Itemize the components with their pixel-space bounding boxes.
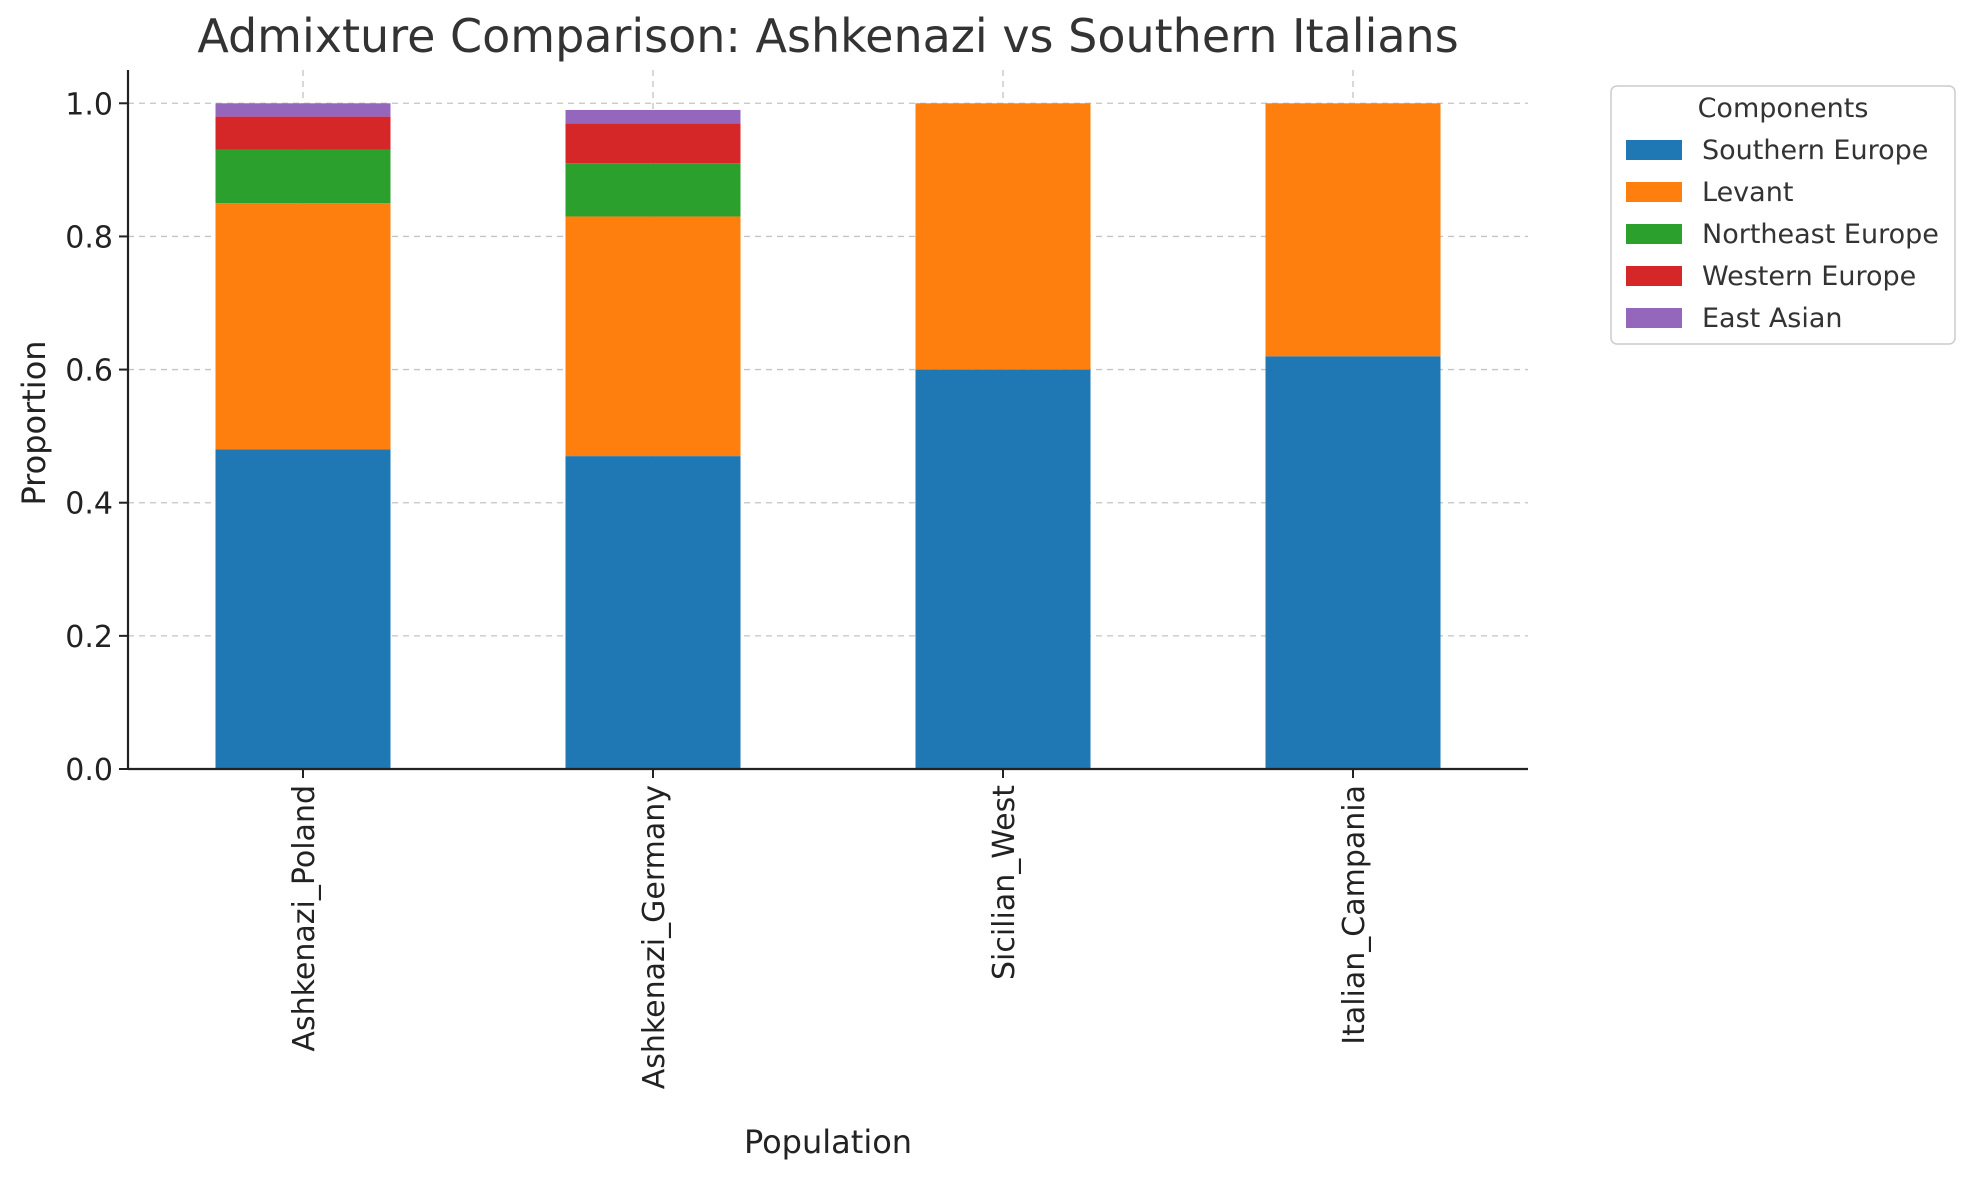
axes <box>126 70 1528 771</box>
legend-swatch <box>1626 182 1682 202</box>
y-tick-label: 1.0 <box>65 87 113 122</box>
bar-east-asian-ashkenazi_germany <box>565 109 741 124</box>
bar-east-asian-ashkenazi_poland <box>215 103 391 117</box>
bar-levant-sicilian_west <box>915 103 1091 370</box>
x-tick-label: Ashkenazi_Poland <box>287 785 322 1052</box>
legend-title: Components <box>1698 93 1869 124</box>
x-tick-label: Sicilian_West <box>987 785 1022 980</box>
bar-northeast-europe-ashkenazi_poland <box>215 149 391 204</box>
bar-southern-europe-ashkenazi_poland <box>215 449 391 769</box>
legend-swatch <box>1626 308 1682 328</box>
y-tick-label: 0.8 <box>65 220 113 255</box>
x-axis-label: Population <box>744 1123 912 1161</box>
legend: Components Southern Europe Levant Northeas… <box>1610 85 1956 345</box>
y-axis-label: Proportion <box>15 340 53 505</box>
bar-levant-italian_campania <box>1265 103 1441 357</box>
y-tick-label: 0.4 <box>65 487 113 522</box>
bar-levant-ashkenazi_poland <box>215 203 391 450</box>
y-tick-label: 0.6 <box>65 354 113 389</box>
chart-title: Admixture Comparison: Ashkenazi vs South… <box>197 9 1458 63</box>
x-tick-label: Ashkenazi_Germany <box>637 785 672 1089</box>
legend-label: Southern Europe <box>1702 135 1928 166</box>
legend-label: Levant <box>1702 177 1793 208</box>
legend-label: Northeast Europe <box>1702 219 1939 250</box>
y-tick-label: 0.2 <box>65 620 113 655</box>
legend-label: East Asian <box>1702 303 1843 334</box>
legend-swatch <box>1626 140 1682 160</box>
x-ticks: Ashkenazi_Poland Ashkenazi_Germany Sicilia… <box>287 769 1372 1089</box>
legend-swatch <box>1626 224 1682 244</box>
legend-label: Western Europe <box>1702 261 1916 292</box>
legend-frame <box>1610 85 1956 345</box>
bar-levant-ashkenazi_germany <box>565 216 741 457</box>
bars <box>215 103 1441 769</box>
bar-northeast-europe-ashkenazi_germany <box>565 163 741 217</box>
legend-swatch <box>1626 266 1682 286</box>
bar-southern-europe-italian_campania <box>1265 356 1441 769</box>
y-tick-label: 0.0 <box>65 753 113 788</box>
bar-southern-europe-sicilian_west <box>915 369 1091 769</box>
bar-western-europe-ashkenazi_germany <box>565 123 741 164</box>
bar-western-europe-ashkenazi_poland <box>215 116 391 150</box>
bar-southern-europe-ashkenazi_germany <box>565 456 741 769</box>
y-ticks: 0.0 0.2 0.4 0.6 0.8 1.0 <box>65 87 128 788</box>
legend-items: Southern Europe Levant Northeast Europe Wes… <box>1626 135 1939 334</box>
x-tick-label: Italian_Campania <box>1337 785 1372 1045</box>
